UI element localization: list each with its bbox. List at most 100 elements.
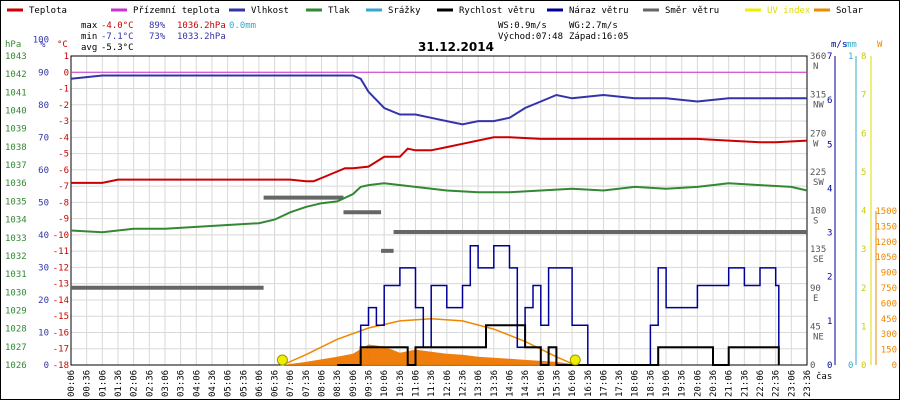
axis-pct-tick: 80	[38, 101, 49, 111]
axis-time-tick: 00:36	[83, 370, 93, 397]
stat-ws: WS:0.9m/s	[498, 21, 547, 31]
axis-time-tick: 02:06	[130, 370, 140, 397]
axis-dir-tick: 315	[810, 91, 826, 101]
axis-temp-tick: -9	[58, 215, 69, 225]
axis-dir-tick: 45	[810, 322, 821, 332]
axis-time-tick: 23:36	[803, 370, 813, 397]
axis-dir-name: S	[813, 217, 818, 227]
stat-max-temp: -4.0°C	[101, 21, 134, 31]
axis-time-tick: 17:06	[599, 370, 609, 397]
legend-label: UV index	[767, 6, 811, 16]
axis-time-tick: 20:36	[709, 370, 719, 397]
axis-hpa-tick: 1030	[5, 288, 27, 298]
series-humidity	[70, 74, 807, 126]
axis-hpa-tick: 1035	[5, 197, 27, 207]
axis-solar-tick: 1500	[875, 207, 897, 217]
series-temperature	[71, 136, 808, 184]
axis-time-tick: 04:36	[208, 370, 218, 397]
axis-solar-tick: 1200	[875, 238, 897, 248]
axis-ms-tick: 5	[827, 140, 832, 150]
axis-uv-tick: 8	[861, 52, 866, 62]
axis-time-tick: 13:06	[474, 370, 484, 397]
axis-hpa-unit: hPa	[5, 40, 21, 50]
legend-label: Vlhkost	[251, 6, 289, 16]
axis-pct-tick: 50	[38, 198, 49, 208]
axis-ms-tick: 6	[827, 96, 832, 106]
axis-ms-tick: 1	[827, 317, 832, 327]
axis-ms-tick: 3	[827, 229, 832, 239]
axis-time-tick: 11:06	[412, 370, 422, 397]
axis-time-tick: 23:06	[787, 370, 797, 397]
axis-uv-tick: 0	[861, 361, 866, 371]
axis-uv-tick: 2	[861, 284, 866, 294]
axis-dir-tick: 360	[810, 52, 826, 62]
axis-solar-tick: 300	[881, 330, 897, 340]
axis-time-tick: 06:06	[255, 370, 265, 397]
axis-time-tick: 05:06	[224, 370, 234, 397]
axis-time-tick: 18:06	[631, 370, 641, 397]
grid	[70, 55, 808, 366]
axis-temp-tick: -7	[58, 182, 69, 192]
chart-title: 31.12.2014	[418, 40, 494, 54]
axis-dir-name: SE	[813, 255, 824, 265]
axis-hpa-tick: 1029	[5, 306, 27, 316]
axis-time-tick: 00:06	[67, 370, 77, 397]
sun-marker	[569, 354, 581, 366]
axis-time-tick: 16:06	[568, 370, 578, 397]
series-pressure	[70, 182, 808, 234]
legend-label: Srážky	[388, 6, 421, 16]
axis-pct-tick: 40	[38, 231, 49, 241]
axis-ms-tick: 7	[827, 52, 832, 62]
legend-label: Náraz větru	[569, 6, 629, 16]
legend-label: Tlak	[328, 6, 350, 16]
axis-time-tick: 05:36	[239, 370, 249, 397]
axis-hpa-tick: 1031	[5, 270, 27, 280]
axis-temp-tick: -15	[53, 312, 69, 322]
axis-dir-tick: 270	[810, 129, 826, 139]
axis-time-tick: 09:06	[349, 370, 359, 397]
axis-time-tick: 07:36	[302, 370, 312, 397]
axis-pct-tick: 30	[38, 263, 49, 273]
axis-mm-tick: 1	[848, 52, 853, 62]
axis-hpa-tick: 1032	[5, 252, 27, 262]
axis-time-tick: 19:06	[662, 370, 672, 397]
stats-panel: max -4.0°C 89% 1036.2hPa 0.0mm min -7.1°C 73% 10…	[81, 21, 629, 53]
axis-solar-tick: 150	[881, 346, 897, 356]
axis-temp-tick: -14	[53, 296, 69, 306]
axis-pct-tick: 20	[38, 296, 49, 306]
axis-temp-tick: -1	[58, 85, 69, 95]
axis-temp-tick: -17	[53, 345, 69, 355]
axis-time-tick: 12:06	[443, 370, 453, 397]
axis-uv-tick: 3	[861, 245, 866, 255]
axes: hPa1043104210411040103910381037103610351…	[5, 36, 897, 397]
axis-temp-tick: -18	[53, 361, 69, 371]
axis-time-tick: 21:36	[740, 370, 750, 397]
legend-label: Solar	[836, 6, 864, 16]
axis-ms-tick: 2	[827, 273, 832, 283]
legend-label: Rychlost větru	[459, 6, 535, 16]
axis-solar-tick: 450	[881, 315, 897, 325]
axis-hpa-tick: 1033	[5, 234, 27, 244]
axis-time-tick: 15:36	[552, 370, 562, 397]
axis-time-tick: 07:06	[286, 370, 296, 397]
axis-hpa-tick: 1042	[5, 70, 27, 80]
axis-time-tick: 14:06	[505, 370, 515, 397]
stat-sunrise: Východ:07:48	[498, 32, 563, 42]
axis-temp-tick: -8	[58, 198, 69, 208]
axis-temp-tick: -10	[53, 231, 69, 241]
stat-wg: WG:2.7m/s	[569, 21, 618, 31]
axis-mm-tick: 0	[848, 361, 853, 371]
axis-pct-tick: 0	[44, 361, 49, 371]
axis-time-tick: 19:36	[678, 370, 688, 397]
axis-hpa-tick: 1026	[5, 361, 27, 371]
axis-time-tick: 02:36	[145, 370, 155, 397]
axis-hpa-tick: 1043	[5, 52, 27, 62]
axis-hpa-tick: 1041	[5, 88, 27, 98]
stat-min-temp: -7.1°C	[101, 32, 134, 42]
axis-temp-tick: -11	[53, 247, 69, 257]
series-wind-speed	[337, 324, 780, 366]
axis-dir-name: N	[813, 62, 818, 72]
axis-pct-tick: 10	[38, 328, 49, 338]
axis-dir-tick: 0	[810, 361, 815, 371]
axis-solar-tick: 750	[881, 284, 897, 294]
